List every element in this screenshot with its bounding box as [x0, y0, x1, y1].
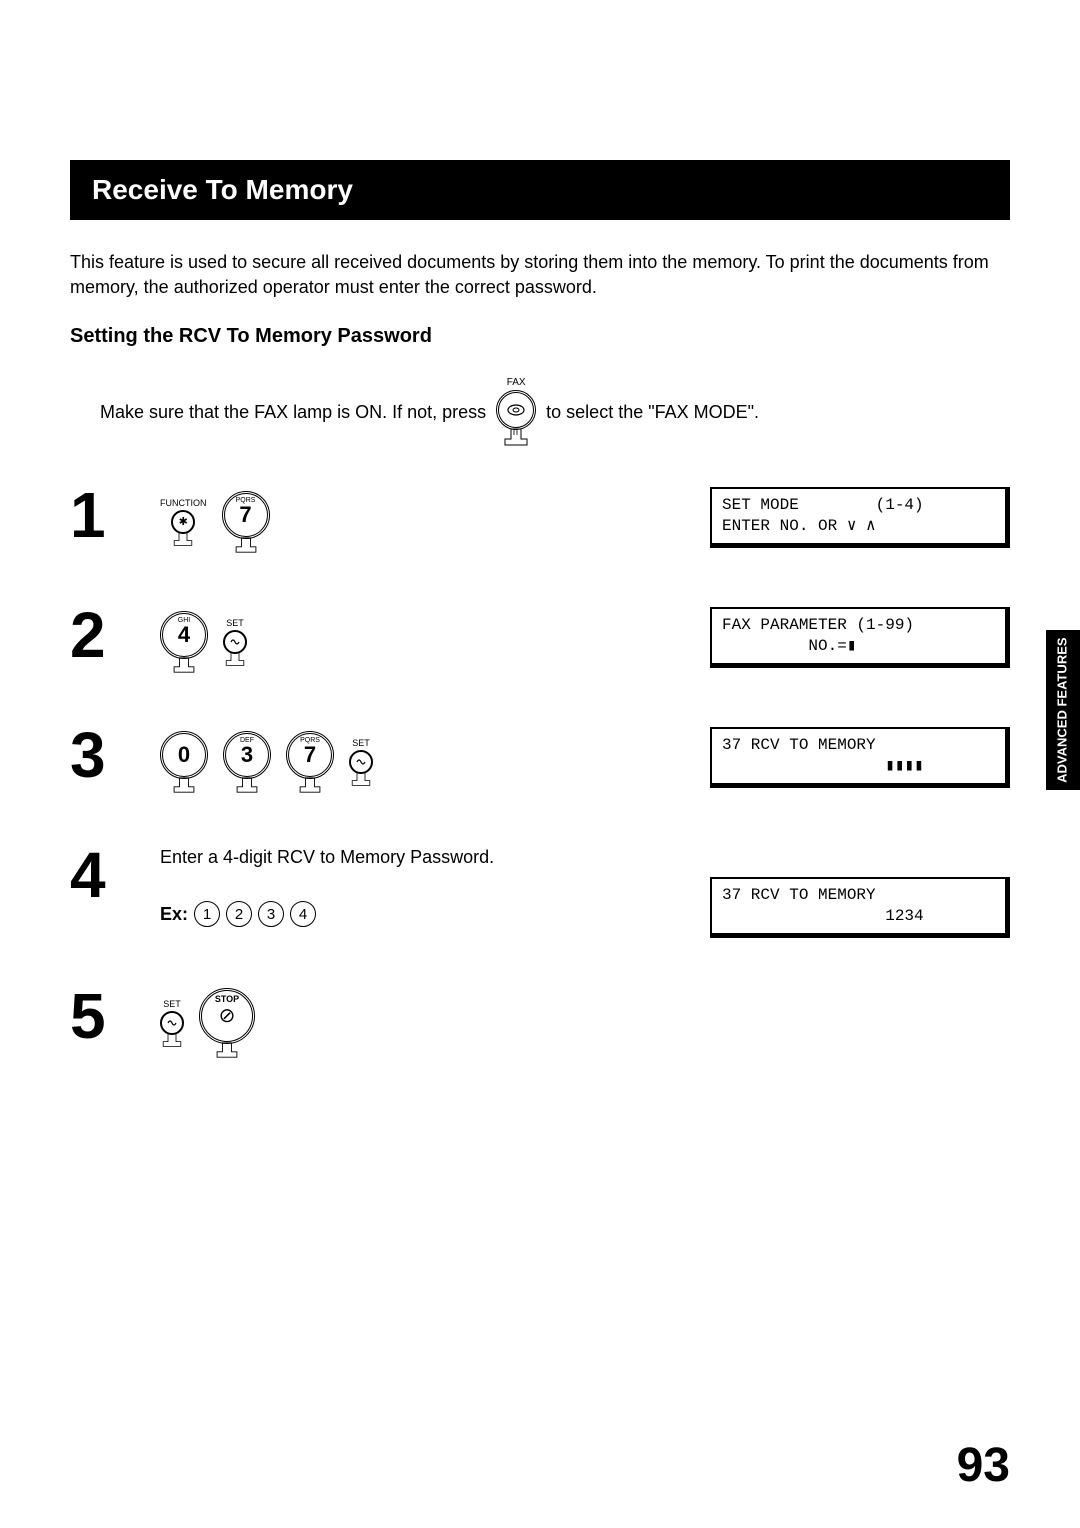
- step-body: 0 DEF 3 PQRS 7: [160, 727, 680, 797]
- key-4-icon: GHI 4: [160, 611, 208, 659]
- key-7-button: PQRS 7: [222, 491, 270, 554]
- lcd-text: SET MODE (1-4) ENTER NO. OR ∨ ∧: [710, 487, 1010, 548]
- example-digit: 1: [194, 901, 220, 927]
- lcd-text: 37 RCV TO MEMORY ▮▮▮▮: [710, 727, 1010, 788]
- step-3: 3 0 DEF 3 PQRS 7: [70, 727, 1010, 797]
- stop-icon: STOP ⊘: [199, 988, 255, 1044]
- key-3-button: DEF 3: [223, 731, 271, 794]
- press-hand-icon: [501, 427, 531, 447]
- example-line: Ex: 1 2 3 4: [160, 901, 316, 927]
- example-digit: 2: [226, 901, 252, 927]
- subheading: Setting the RCV To Memory Password: [70, 325, 1010, 348]
- press-hand-icon: [349, 771, 373, 787]
- page: Receive To Memory This feature is used t…: [0, 0, 1080, 1528]
- example-digit: 4: [290, 901, 316, 927]
- set-button: SET: [349, 738, 373, 787]
- side-tab-label: ADVANCED FEATURES: [1056, 637, 1070, 782]
- example-label: Ex:: [160, 904, 188, 925]
- fax-button-label: FAX: [507, 378, 526, 388]
- lcd-display: SET MODE (1-4) ENTER NO. OR ∨ ∧: [710, 487, 1010, 548]
- step-body: FUNCTION ✱ PQRS 7: [160, 487, 680, 557]
- step-5: 5 SET STOP ⊘: [70, 988, 1010, 1059]
- fax-button: FAX: [496, 378, 536, 447]
- step-4: 4 Enter a 4-digit RCV to Memory Password…: [70, 847, 1010, 938]
- section-title: Receive To Memory: [70, 160, 1010, 220]
- step-body: GHI 4 SET: [160, 607, 680, 677]
- stop-glyph-icon: ⊘: [219, 1003, 236, 1028]
- page-number: 93: [957, 1438, 1010, 1493]
- set-button: SET: [223, 618, 247, 667]
- example-digit: 3: [258, 901, 284, 927]
- fax-line-pre: Make sure that the FAX lamp is ON. If no…: [100, 402, 486, 423]
- fax-mode-instruction: Make sure that the FAX lamp is ON. If no…: [100, 378, 1010, 447]
- stop-button: STOP ⊘: [199, 988, 255, 1059]
- step-number: 4: [70, 847, 130, 905]
- fax-icon: [496, 390, 536, 430]
- step-number: 5: [70, 988, 130, 1046]
- key-0-button: 0: [160, 731, 208, 794]
- lcd-display: 37 RCV TO MEMORY 1234: [710, 847, 1010, 938]
- function-button: FUNCTION ✱: [160, 498, 207, 547]
- fax-line-post: to select the "FAX MODE".: [546, 402, 759, 423]
- step-2: 2 GHI 4 SET FAX PARAMETER (1-99) NO.=: [70, 607, 1010, 677]
- lcd-display: 37 RCV TO MEMORY ▮▮▮▮: [710, 727, 1010, 788]
- key-4-button: GHI 4: [160, 611, 208, 674]
- step-body: SET STOP ⊘: [160, 988, 680, 1059]
- key-7-icon: PQRS 7: [286, 731, 334, 779]
- steps-list: 1 FUNCTION ✱ PQRS 7 SET MODE (1-4) ENTER: [70, 487, 1010, 1059]
- key-0-icon: 0: [160, 731, 208, 779]
- step-number: 1: [70, 487, 130, 545]
- step-instruction: Enter a 4-digit RCV to Memory Password.: [160, 847, 680, 868]
- step-body: Enter a 4-digit RCV to Memory Password. …: [160, 847, 680, 927]
- set-button: SET: [160, 999, 184, 1048]
- key-7-icon: PQRS 7: [222, 491, 270, 539]
- step-1: 1 FUNCTION ✱ PQRS 7 SET MODE (1-4) ENTER: [70, 487, 1010, 557]
- key-7-button: PQRS 7: [286, 731, 334, 794]
- key-3-icon: DEF 3: [223, 731, 271, 779]
- press-hand-icon: [160, 1032, 184, 1048]
- step-number: 2: [70, 607, 130, 665]
- lcd-text: FAX PARAMETER (1-99) NO.=▮: [710, 607, 1010, 668]
- press-hand-icon: [223, 651, 247, 667]
- side-tab: ADVANCED FEATURES: [1046, 630, 1080, 790]
- intro-text: This feature is used to secure all recei…: [70, 250, 1010, 300]
- lcd-text: 37 RCV TO MEMORY 1234: [710, 877, 1010, 938]
- lcd-display: FAX PARAMETER (1-99) NO.=▮: [710, 607, 1010, 668]
- press-hand-icon: [171, 531, 195, 547]
- step-number: 3: [70, 727, 130, 785]
